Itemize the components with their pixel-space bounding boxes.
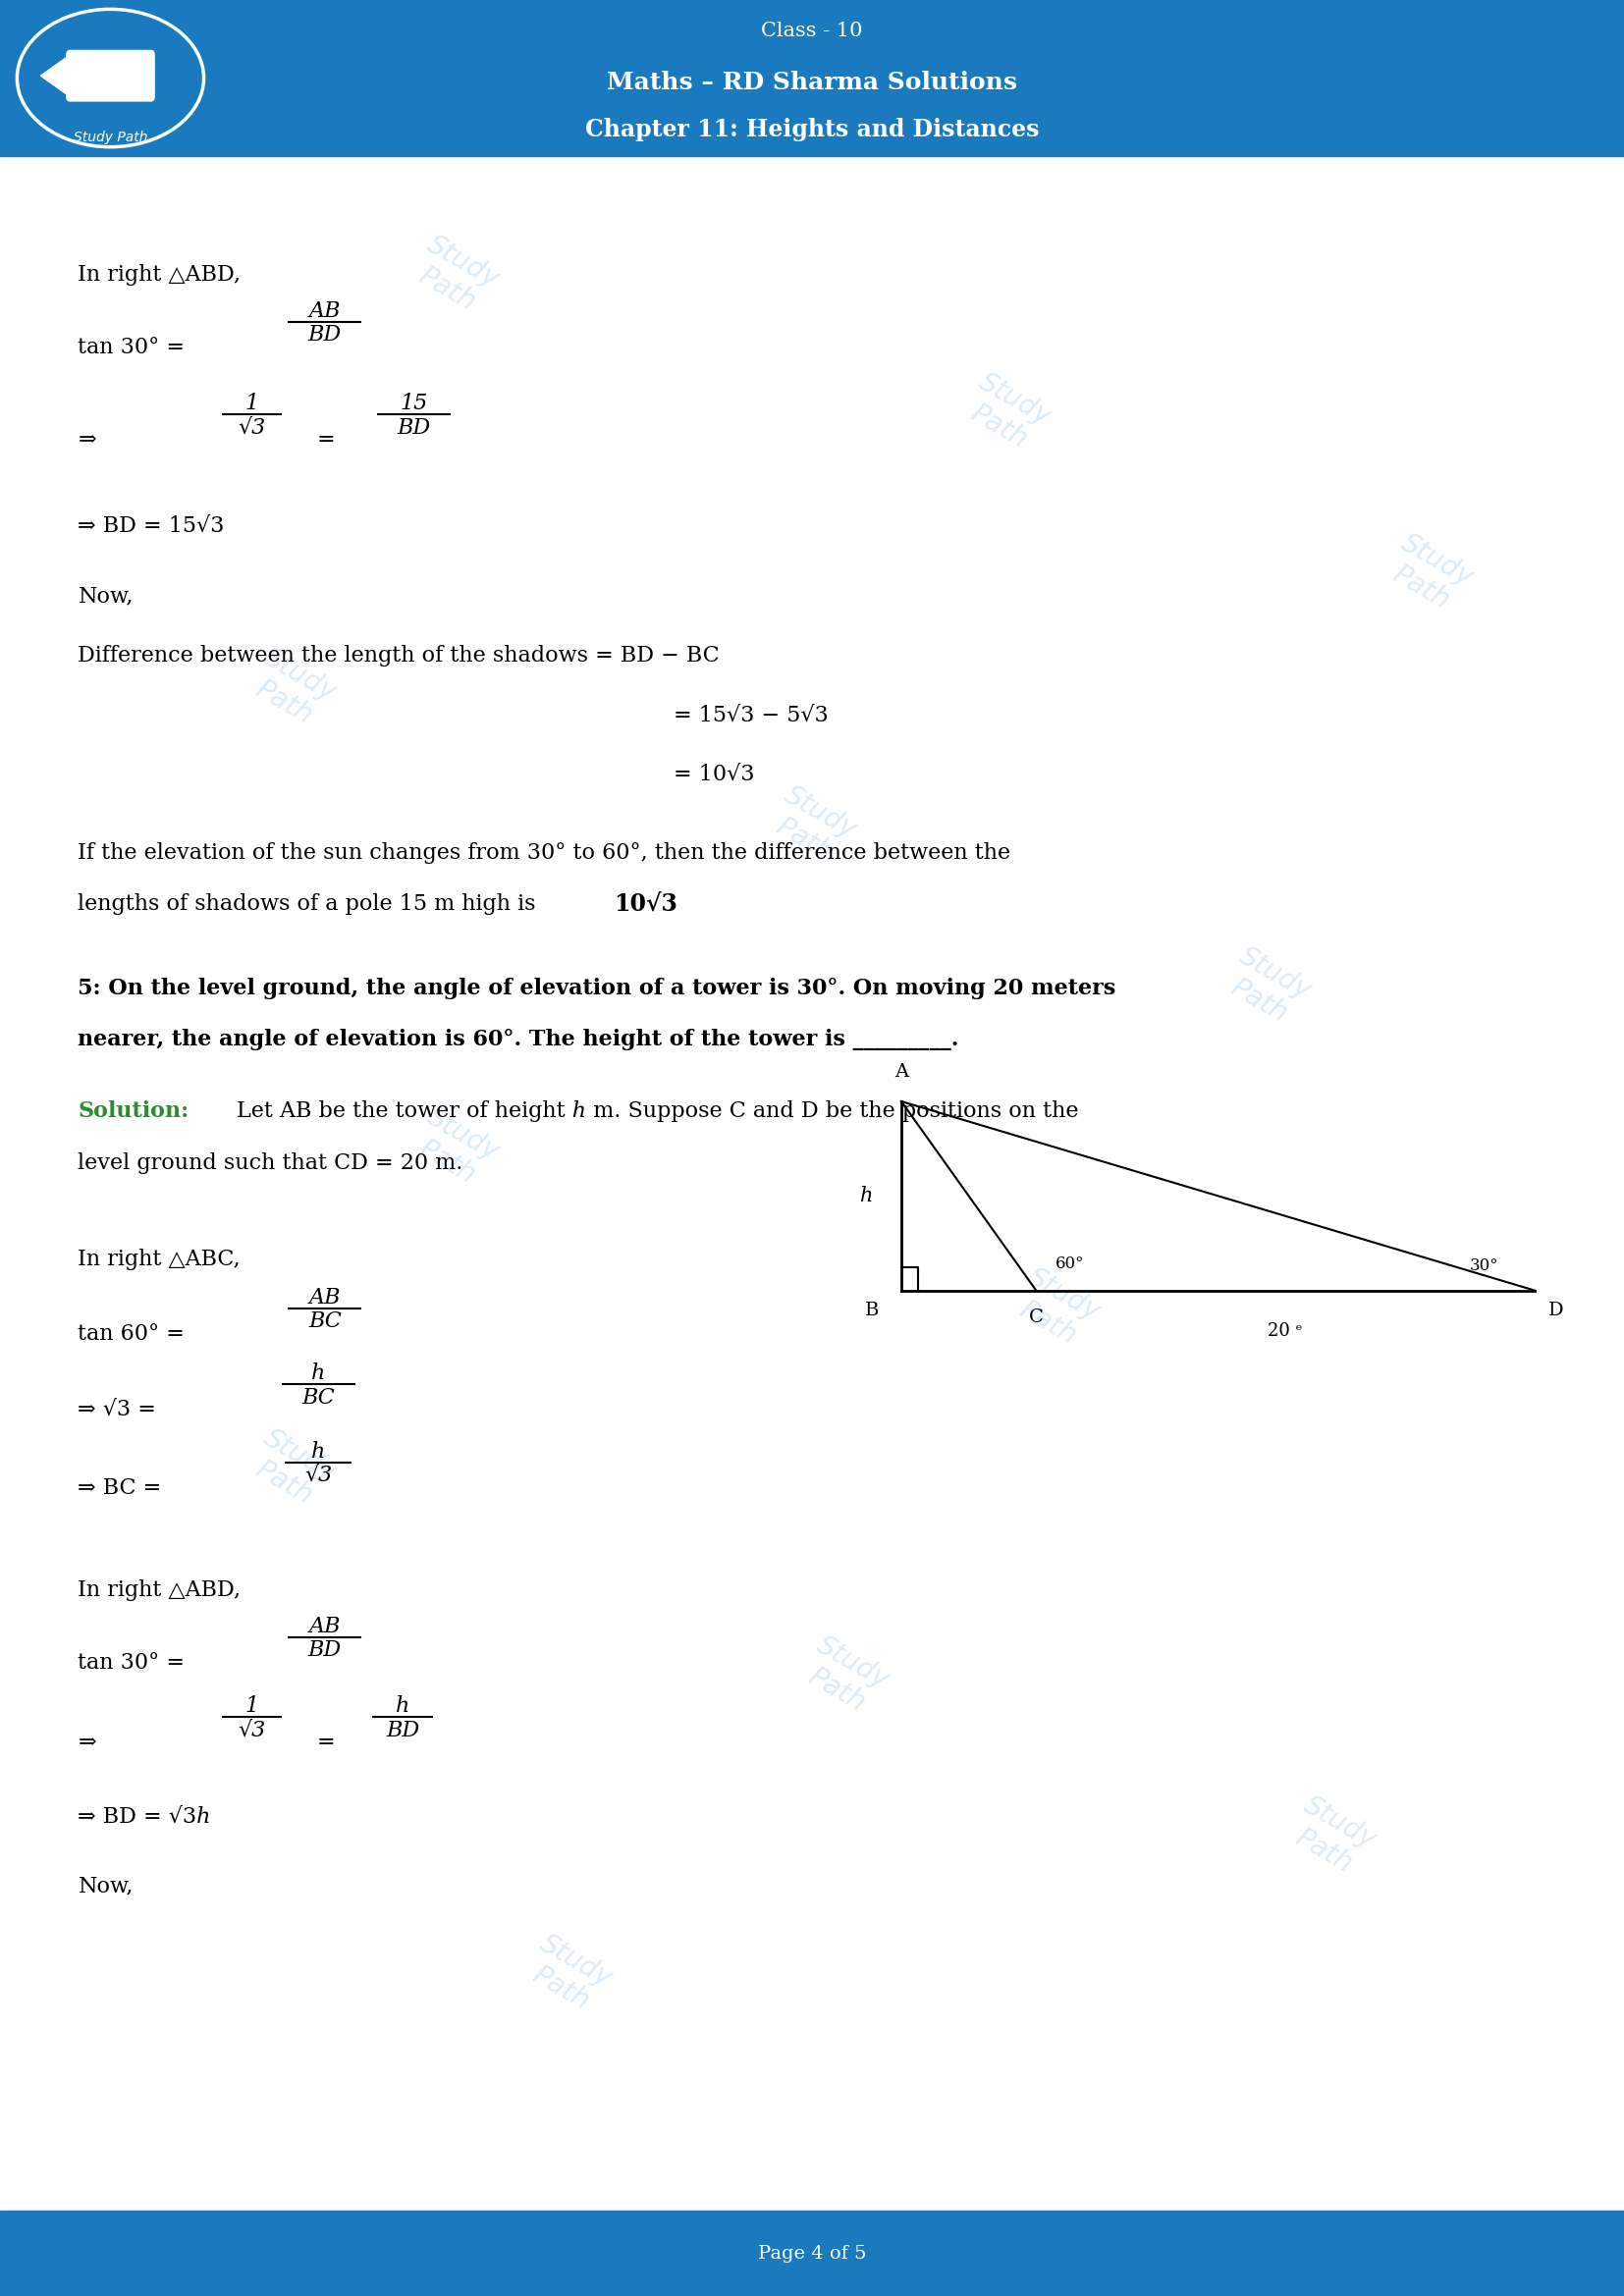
Text: tan 30° =: tan 30° = — [78, 338, 185, 358]
Text: B: B — [866, 1302, 879, 1320]
Text: BC: BC — [302, 1387, 335, 1407]
Text: Study
Path: Study Path — [1283, 1791, 1380, 1883]
Text: BD: BD — [309, 324, 341, 347]
Text: ℎ: ℎ — [312, 1442, 325, 1463]
Text: C: C — [1030, 1309, 1043, 1327]
Text: ⇒ BD = 15√3: ⇒ BD = 15√3 — [78, 514, 224, 537]
Text: Study
Path: Study Path — [520, 1929, 617, 2020]
Text: tan 60° =: tan 60° = — [78, 1322, 185, 1345]
Text: Study
Path: Study Path — [763, 781, 861, 872]
Text: √3: √3 — [237, 1720, 266, 1740]
Text: level ground such that CD = 20 m.: level ground such that CD = 20 m. — [78, 1153, 463, 1173]
Text: Class - 10: Class - 10 — [762, 23, 862, 41]
Text: ℎ: ℎ — [859, 1187, 872, 1205]
Text: Solution:: Solution: — [78, 1100, 188, 1123]
Text: If the elevation of the sun changes from 30° to 60°, then the difference between: If the elevation of the sun changes from… — [78, 843, 1010, 863]
Text: Difference between the length of the shadows = BD − BC: Difference between the length of the sha… — [78, 645, 719, 666]
Text: =: = — [317, 1731, 335, 1754]
Text: AB: AB — [309, 301, 341, 321]
Bar — [0, 0, 1624, 156]
Text: Study
Path: Study Path — [406, 230, 503, 321]
FancyBboxPatch shape — [67, 51, 154, 101]
Text: Study Path: Study Path — [73, 131, 148, 145]
Text: ⇒ BC =: ⇒ BC = — [78, 1476, 162, 1499]
Text: Study
Path: Study Path — [958, 367, 1056, 459]
Text: BD: BD — [387, 1720, 419, 1740]
Text: 1: 1 — [245, 1697, 258, 1717]
Text: tan 30° =: tan 30° = — [78, 1651, 185, 1674]
Polygon shape — [41, 55, 70, 96]
Text: AB: AB — [309, 1286, 341, 1309]
Text: ℎ: ℎ — [396, 1697, 409, 1717]
Text: ⇒: ⇒ — [78, 1731, 96, 1754]
Text: BD: BD — [398, 418, 430, 439]
Text: Maths – RD Sharma Solutions: Maths – RD Sharma Solutions — [607, 71, 1017, 94]
Text: Page 4 of 5: Page 4 of 5 — [758, 2245, 866, 2262]
Text: In right △ABD,: In right △ABD, — [78, 1580, 240, 1600]
Text: AB: AB — [309, 1616, 341, 1637]
Text: = 10√3: = 10√3 — [674, 765, 755, 785]
Text: 5: On the level ground, the angle of elevation of a tower is 30°. On moving 20 m: 5: On the level ground, the angle of ele… — [78, 978, 1116, 999]
Text: √3: √3 — [304, 1465, 333, 1486]
Text: Study
Path: Study Path — [244, 1424, 341, 1515]
Bar — [0, 2211, 1624, 2296]
Text: = 15√3 − 5√3: = 15√3 − 5√3 — [674, 705, 828, 726]
Text: BC: BC — [309, 1311, 341, 1332]
Text: Study
Path: Study Path — [406, 1102, 503, 1194]
Text: 20 ᵉ: 20 ᵉ — [1268, 1322, 1302, 1341]
Text: A: A — [895, 1063, 908, 1081]
Text: √3: √3 — [237, 418, 266, 439]
Text: BD: BD — [309, 1639, 341, 1660]
Text: Chapter 11: Heights and Distances: Chapter 11: Heights and Distances — [585, 117, 1039, 142]
Text: In right △ABC,: In right △ABC, — [78, 1249, 240, 1270]
Text: Now,: Now, — [78, 1876, 133, 1896]
Text: 60°: 60° — [1056, 1256, 1085, 1272]
Text: Study
Path: Study Path — [244, 643, 341, 735]
Text: Now,: Now, — [78, 585, 133, 606]
Text: ℎ: ℎ — [312, 1364, 325, 1384]
Text: Let AB be the tower of height ℎ m. Suppose C and D be the positions on the: Let AB be the tower of height ℎ m. Suppo… — [237, 1100, 1078, 1123]
Text: =: = — [317, 429, 335, 450]
Text: Study
Path: Study Path — [1218, 941, 1315, 1033]
Text: ⇒ √3 =: ⇒ √3 = — [78, 1398, 156, 1421]
Text: 30°: 30° — [1470, 1258, 1499, 1274]
Text: 15: 15 — [400, 393, 429, 416]
Text: Study
Path: Study Path — [1007, 1263, 1104, 1355]
Text: nearer, the angle of elevation is 60°. The height of the tower is _________.: nearer, the angle of elevation is 60°. T… — [78, 1029, 960, 1052]
Text: In right △ABD,: In right △ABD, — [78, 264, 240, 287]
Text: ⇒ BD = √3ℎ: ⇒ BD = √3ℎ — [78, 1805, 211, 1828]
Text: Study
Path: Study Path — [796, 1630, 893, 1722]
Text: 1: 1 — [245, 393, 258, 416]
Text: ⇒: ⇒ — [78, 429, 96, 450]
Text: D: D — [1548, 1302, 1564, 1320]
Text: Study
Path: Study Path — [1380, 528, 1478, 620]
Text: lengths of shadows of a pole 15 m high is: lengths of shadows of a pole 15 m high i… — [78, 893, 542, 914]
Text: 10√3: 10√3 — [614, 893, 677, 916]
